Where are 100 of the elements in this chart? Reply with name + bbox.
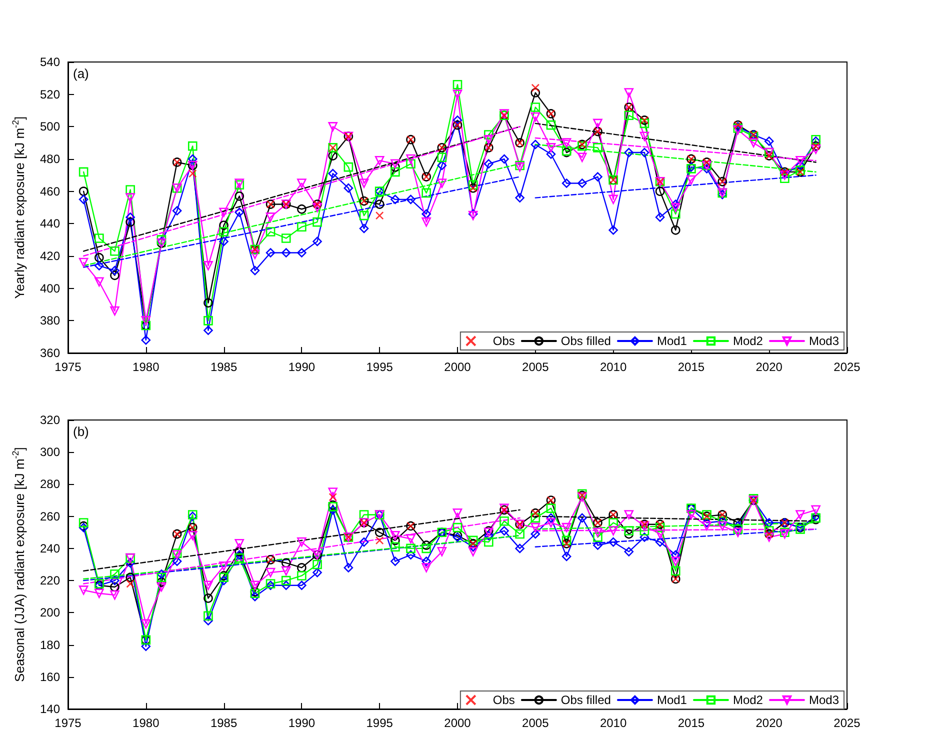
point (297, 571, 306, 580)
point (406, 534, 416, 544)
point (328, 151, 338, 160)
point (219, 227, 228, 236)
point (78, 167, 88, 177)
point (655, 529, 665, 539)
legend-label: Obs filled (560, 334, 611, 348)
point (297, 248, 306, 258)
point (406, 154, 416, 164)
point (359, 224, 369, 234)
point (593, 540, 602, 550)
point (530, 522, 540, 532)
point (422, 556, 431, 566)
point (126, 217, 135, 227)
point (624, 148, 634, 158)
point (530, 513, 540, 523)
point (796, 510, 805, 520)
point (780, 174, 790, 184)
point (250, 580, 260, 590)
point (484, 134, 494, 144)
point (764, 136, 774, 146)
point (78, 586, 88, 595)
point (468, 542, 478, 552)
point (624, 88, 634, 98)
y-axis-title: Seasonal (JJA) radiant exposure [kJ m-2] (10, 447, 27, 682)
point (608, 526, 618, 536)
point (546, 518, 556, 528)
point (515, 193, 524, 202)
point (670, 225, 680, 235)
point (94, 588, 104, 598)
point (234, 208, 244, 217)
point (204, 261, 213, 270)
point (796, 156, 805, 166)
y-tick-label: 500 (40, 120, 60, 134)
point (234, 553, 244, 563)
x-tick-label: 1985 (210, 716, 238, 729)
point (390, 162, 400, 172)
point (312, 568, 322, 578)
point (562, 552, 572, 562)
y-tick-label: 440 (40, 216, 60, 231)
point (390, 536, 400, 546)
point (640, 532, 650, 542)
point (94, 234, 104, 243)
point (156, 572, 166, 582)
annotation: (a) (73, 66, 89, 81)
point (281, 566, 291, 576)
point (281, 580, 291, 590)
point (670, 566, 680, 576)
point (110, 246, 120, 256)
point (78, 186, 88, 196)
point (328, 168, 338, 178)
point (204, 580, 213, 590)
y-tick-label: 300 (40, 445, 60, 460)
point (500, 526, 509, 536)
point (188, 141, 198, 151)
point (359, 210, 369, 220)
point (702, 164, 712, 174)
y-tick-label: 460 (40, 184, 60, 198)
point (546, 513, 556, 523)
point (219, 561, 228, 571)
point (281, 234, 291, 243)
y-tick-label: 420 (40, 249, 60, 263)
point (764, 518, 774, 528)
point (452, 116, 462, 125)
point (624, 529, 634, 539)
point (702, 521, 712, 531)
point (530, 88, 540, 98)
point (375, 211, 384, 220)
x-tick-label: 1990 (288, 360, 316, 374)
x-tick-label: 2025 (834, 716, 861, 729)
point (640, 526, 650, 536)
point (484, 130, 494, 140)
point (406, 544, 416, 554)
y-tick-label: 220 (40, 574, 60, 588)
annotation: (b) (73, 424, 89, 439)
point (281, 558, 291, 568)
point (530, 140, 540, 150)
point (562, 138, 572, 148)
point (126, 212, 135, 222)
point (484, 537, 494, 547)
point (110, 270, 120, 280)
point (655, 537, 665, 547)
point (78, 258, 88, 268)
point (593, 532, 602, 542)
point (204, 316, 213, 326)
point (437, 160, 447, 170)
point (484, 159, 494, 168)
y-tick-label: 180 (40, 638, 60, 652)
x-tick-label: 1975 (54, 716, 82, 729)
point (172, 556, 182, 566)
point (562, 522, 572, 532)
x-tick-label: 2025 (834, 360, 861, 374)
point (281, 248, 291, 258)
point (577, 178, 587, 188)
point (156, 578, 166, 587)
point (390, 167, 400, 177)
x-tick-label: 1980 (132, 360, 160, 374)
y-tick-label: 260 (40, 509, 60, 524)
point (562, 178, 572, 188)
point (390, 159, 400, 168)
